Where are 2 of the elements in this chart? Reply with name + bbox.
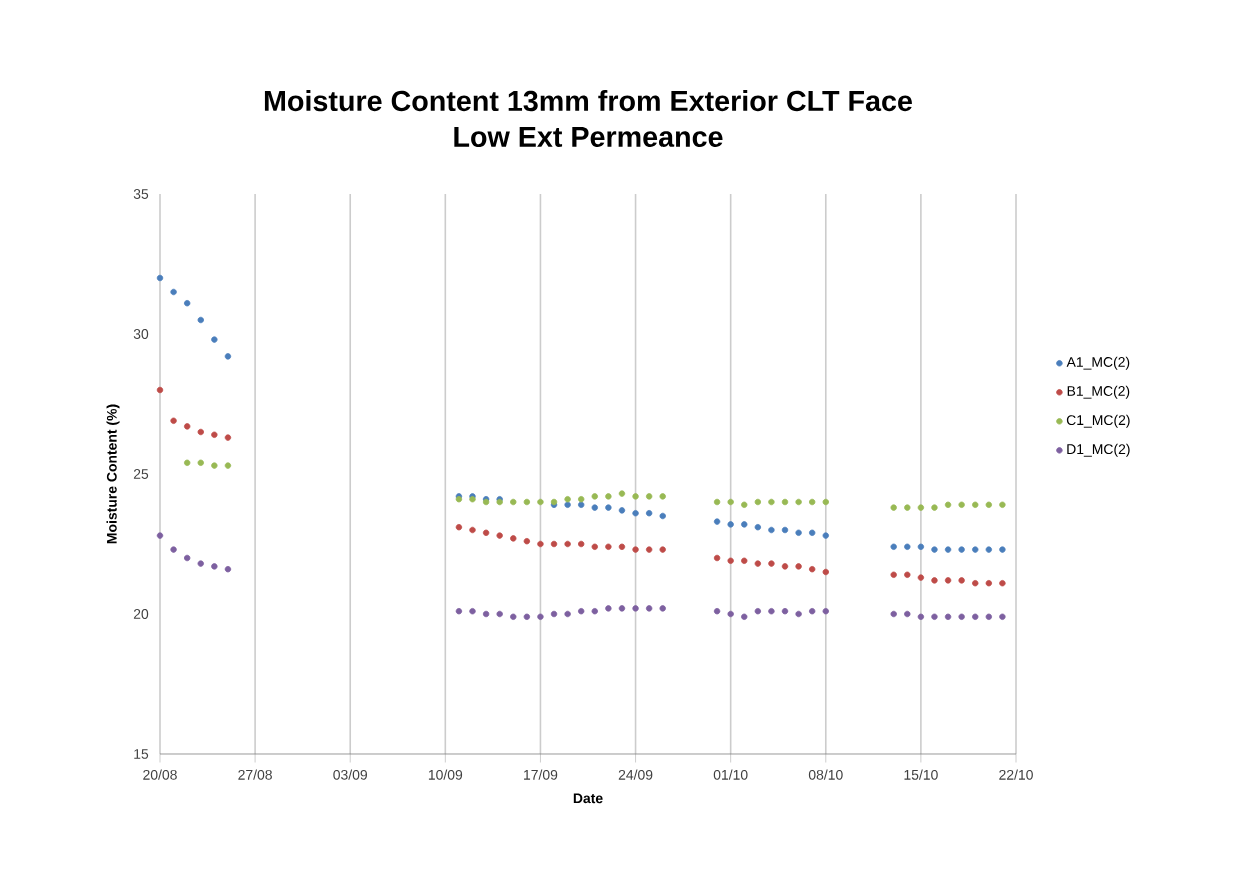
chart-subtitle: Low Ext Permeance [454, 126, 723, 147]
chart-title: Moisture Content 13mm from Exterior CLT Face [264, 90, 912, 112]
